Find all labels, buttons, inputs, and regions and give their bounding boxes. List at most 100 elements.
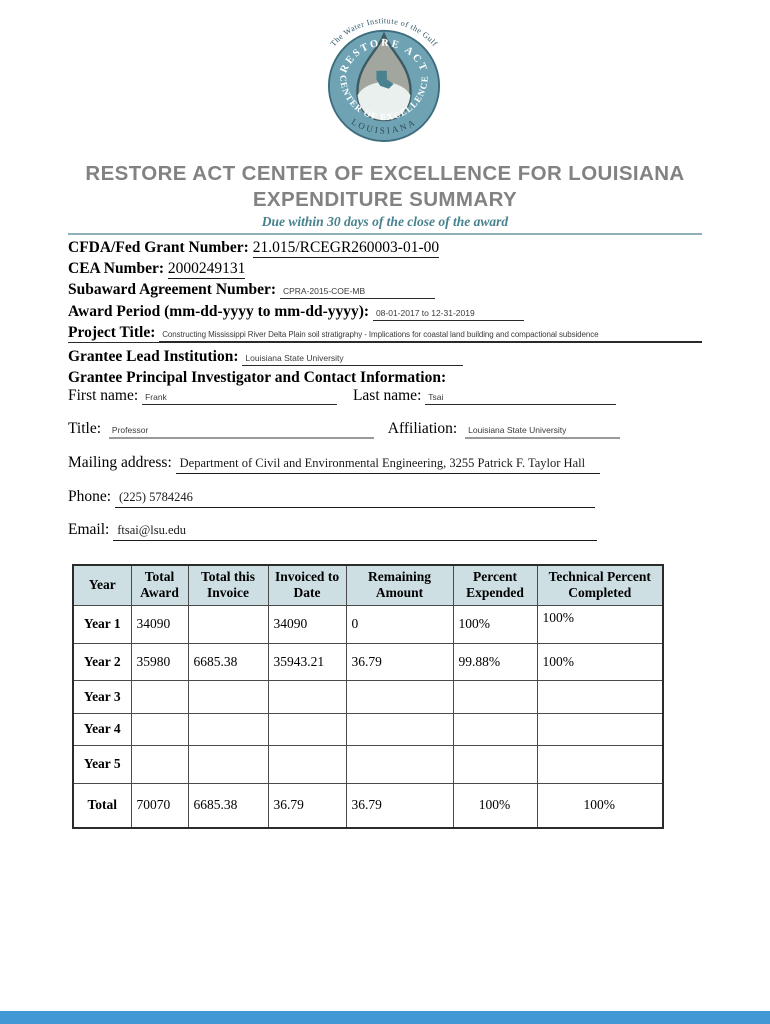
- cell-year4-remaining[interactable]: [345, 712, 454, 746]
- cell-year5-invoiced-to-date[interactable]: [267, 744, 347, 784]
- cea-value-field[interactable]: 2000249131: [167, 260, 246, 279]
- cell-year3-remaining[interactable]: [345, 679, 454, 714]
- due-date-note: Due within 30 days of the close of the a…: [261, 214, 509, 229]
- viewer-bottom-bar: [0, 1011, 770, 1024]
- cell-year3-total-award[interactable]: [130, 679, 189, 714]
- cell-year5-remaining[interactable]: [345, 744, 454, 784]
- phone-label: Phone:: [68, 488, 112, 505]
- cell-year3-total-this-invoice[interactable]: [187, 679, 269, 714]
- cell-year2-invoiced-to-date[interactable]: 35943.21: [267, 642, 347, 681]
- expenditure-table: Year Total Award Total this Invoice Invo…: [72, 564, 664, 829]
- project-title-label: Project Title:: [68, 324, 156, 341]
- col-header-total-this-invoice: Total this Invoice: [187, 564, 269, 606]
- row-label: Year 3: [72, 679, 132, 714]
- louisiana-state-icon: [376, 70, 394, 89]
- subaward-label: Subaward Agreement Number:: [68, 281, 277, 298]
- cell-year2-remaining[interactable]: 36.79: [345, 642, 454, 681]
- title-value-field[interactable]: Professor: [108, 425, 374, 439]
- header-divider: [68, 233, 702, 235]
- award-period-row: Award Period (mm-dd-yyyy to mm-dd-yyyy):…: [68, 303, 708, 321]
- cell-year2-total-award[interactable]: 35980: [130, 642, 189, 681]
- col-header-remaining-amount: Remaining Amount: [345, 564, 454, 606]
- affiliation-value-field[interactable]: Louisiana State University: [465, 425, 621, 439]
- cell-year5-technical-percent[interactable]: [536, 744, 664, 784]
- cell-total-total-award[interactable]: 70070: [130, 782, 189, 829]
- row-label: Year 2: [72, 642, 132, 681]
- last-name-label: Last name:: [352, 387, 422, 404]
- cell-year1-technical-percent[interactable]: 100%: [536, 604, 664, 644]
- cell-total-remaining[interactable]: 36.79: [345, 782, 454, 829]
- title-affiliation-row: Title: Professor Affiliation: Louisiana …: [68, 420, 708, 439]
- cfda-row: CFDA/Fed Grant Number: 21.015/RCEGR26000…: [68, 239, 708, 258]
- cell-year1-percent-expended[interactable]: 100%: [452, 604, 538, 644]
- title-label: Title:: [68, 420, 102, 437]
- cea-row: CEA Number: 2000249131: [68, 260, 708, 279]
- cfda-value-field[interactable]: 21.015/RCEGR260003-01-00: [252, 239, 440, 258]
- first-name-label: First name:: [68, 387, 139, 404]
- subaward-value-field[interactable]: CPRA-2015-COE-MB: [279, 286, 435, 299]
- lead-institution-label: Grantee Lead Institution:: [68, 348, 239, 365]
- table-row-year5: Year 5: [72, 744, 664, 784]
- col-header-invoiced-to-date: Invoiced to Date: [267, 564, 347, 606]
- restore-act-coe-logo-icon: The Water Institute of the Gulf RESTORE …: [327, 16, 441, 142]
- mailing-label: Mailing address:: [68, 454, 172, 471]
- cell-year4-total-award[interactable]: [130, 712, 189, 746]
- subaward-row: Subaward Agreement Number: CPRA-2015-COE…: [68, 281, 708, 299]
- table-row-total: Total 70070 6685.38 36.79 36.79 100% 100…: [72, 782, 664, 829]
- row-label: Year 4: [72, 712, 132, 746]
- cell-year4-percent-expended[interactable]: [452, 712, 538, 746]
- table-row-year2: Year 2 35980 6685.38 35943.21 36.79 99.8…: [72, 642, 664, 681]
- pi-section-label: Grantee Principal Investigator and Conta…: [68, 369, 447, 386]
- cell-year5-total-award[interactable]: [130, 744, 189, 784]
- table-row-year4: Year 4: [72, 712, 664, 746]
- cell-year4-total-this-invoice[interactable]: [187, 712, 269, 746]
- cell-year2-technical-percent[interactable]: 100%: [536, 642, 664, 681]
- cell-year1-total-award[interactable]: 34090: [130, 604, 189, 644]
- cell-total-percent-expended[interactable]: 100%: [452, 782, 538, 829]
- cea-label: CEA Number:: [68, 260, 165, 277]
- cell-year5-total-this-invoice[interactable]: [187, 744, 269, 784]
- col-header-year: Year: [72, 564, 132, 606]
- cell-year3-invoiced-to-date[interactable]: [267, 679, 347, 714]
- cell-year4-technical-percent[interactable]: [536, 712, 664, 746]
- cfda-label: CFDA/Fed Grant Number:: [68, 239, 249, 256]
- table-row-year1: Year 1 34090 34090 0 100% 100%: [72, 604, 664, 644]
- col-header-technical-percent: Technical Percent Completed: [536, 564, 664, 606]
- table-header-row: Year Total Award Total this Invoice Invo…: [72, 564, 664, 606]
- cell-year2-percent-expended[interactable]: 99.88%: [452, 642, 538, 681]
- mailing-value-field[interactable]: Department of Civil and Environmental En…: [175, 456, 600, 474]
- cell-total-technical-percent[interactable]: 100%: [536, 782, 664, 829]
- lead-institution-row: Grantee Lead Institution: Louisiana Stat…: [68, 348, 708, 366]
- project-title-continuation-line: [68, 342, 702, 343]
- cell-total-invoiced-to-date[interactable]: 36.79: [267, 782, 347, 829]
- cell-year1-invoiced-to-date[interactable]: 34090: [267, 604, 347, 644]
- cell-year2-total-this-invoice[interactable]: 6685.38: [187, 642, 269, 681]
- email-value-field[interactable]: ftsai@lsu.edu: [113, 523, 598, 541]
- cell-year5-percent-expended[interactable]: [452, 744, 538, 784]
- cell-year1-total-this-invoice[interactable]: [187, 604, 269, 644]
- cell-year3-percent-expended[interactable]: [452, 679, 538, 714]
- cell-year4-invoiced-to-date[interactable]: [267, 712, 347, 746]
- table-row-year3: Year 3: [72, 679, 664, 714]
- email-row: Email: ftsai@lsu.edu: [68, 521, 708, 541]
- lead-institution-value-field[interactable]: Louisiana State University: [242, 353, 464, 366]
- page-title-line1: RESTORE ACT CENTER OF EXCELLENCE FOR LOU…: [85, 162, 685, 185]
- affiliation-label: Affiliation:: [387, 420, 458, 437]
- pi-section-row: Grantee Principal Investigator and Conta…: [68, 369, 708, 387]
- first-name-value-field[interactable]: Frank: [142, 392, 338, 405]
- cell-year3-technical-percent[interactable]: [536, 679, 664, 714]
- project-title-value-field[interactable]: Constructing Mississippi River Delta Pla…: [159, 330, 703, 342]
- project-title-row: Project Title: Constructing Mississippi …: [68, 324, 708, 342]
- cell-year1-remaining[interactable]: 0: [345, 604, 454, 644]
- phone-row: Phone: (225) 5784246: [68, 488, 708, 508]
- last-name-value-field[interactable]: Tsai: [425, 392, 617, 405]
- row-label: Year 5: [72, 744, 132, 784]
- name-row: First name: Frank Last name: Tsai: [68, 387, 708, 405]
- award-period-value-field[interactable]: 08-01-2017 to 12-31-2019: [372, 308, 524, 321]
- phone-value-field[interactable]: (225) 5784246: [114, 490, 595, 508]
- mailing-row: Mailing address: Department of Civil and…: [68, 454, 708, 474]
- cell-total-total-this-invoice[interactable]: 6685.38: [187, 782, 269, 829]
- page-title: RESTORE ACT CENTER OF EXCELLENCE FOR LOU…: [0, 161, 770, 213]
- page-title-line2: EXPENDITURE SUMMARY: [252, 188, 518, 211]
